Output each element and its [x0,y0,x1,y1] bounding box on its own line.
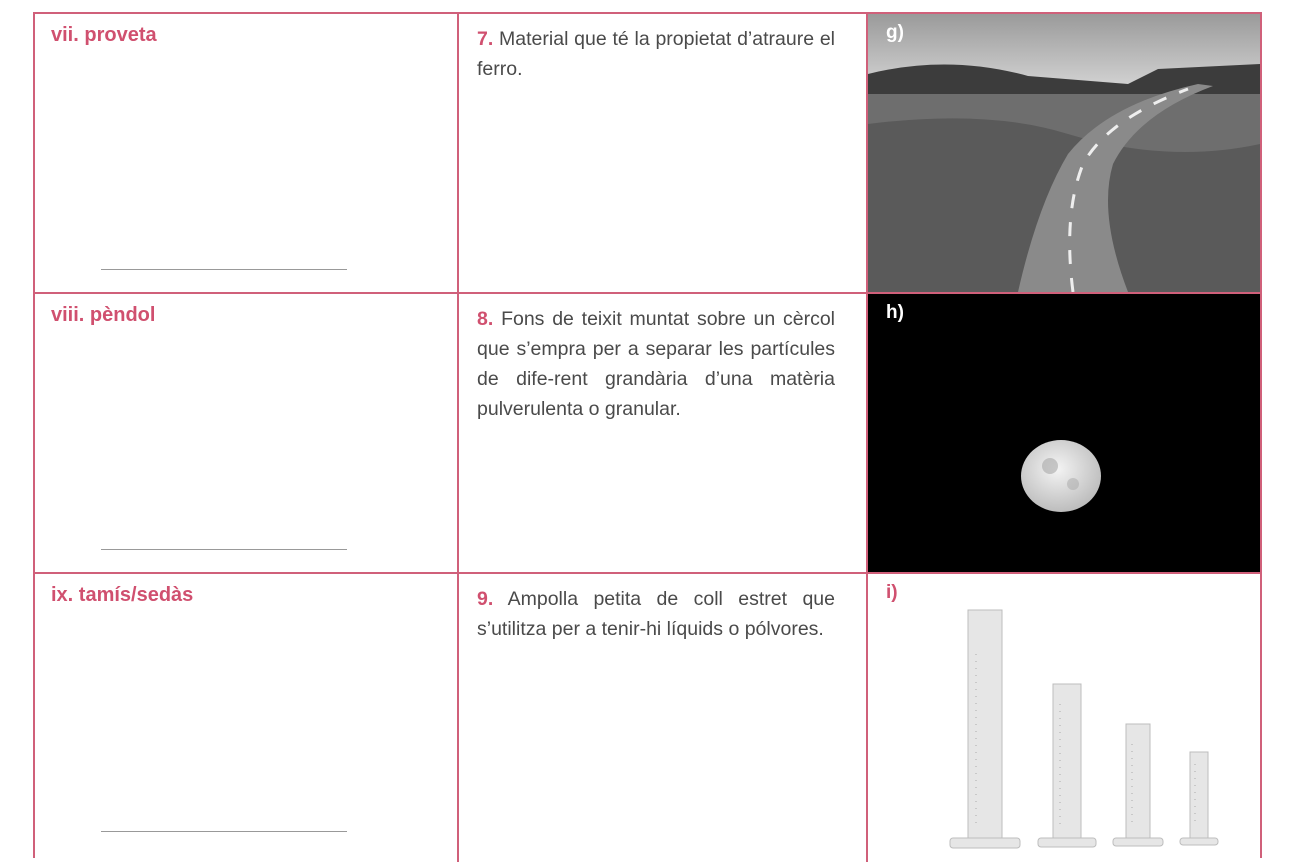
definition: Fons de teixit muntat sobre un cèrcol qu… [477,308,835,420]
cell: 8. Fons de teixit muntat sobre un cèrcol… [459,294,868,572]
row: viii. pèndol 8. Fons de teixit muntat so… [35,294,1260,574]
definition-block: 7. Material que té la propietat d’atraur… [477,24,835,84]
cell: 9. Ampolla petita de coll estret que s’u… [459,574,868,862]
number: 9. [477,588,494,610]
definition: Ampolla petita de coll estret que s’util… [477,588,835,640]
table: vii. proveta 7. Material que té la propi… [33,12,1262,862]
cell: ix. tamís/sedàs [35,574,459,862]
row: ix. tamís/sedàs 9. Ampolla petita de col… [35,574,1260,862]
definition: Material que té la propietat d’atraure e… [477,28,835,80]
cell: vii. proveta [35,14,459,292]
term: viii. pèndol [51,304,156,326]
image-label: g) [886,22,904,43]
definition-block: 9. Ampolla petita de coll estret que s’u… [477,584,835,644]
definition-block: 8. Fons de teixit muntat sobre un cèrcol… [477,304,835,424]
row: vii. proveta 7. Material que té la propi… [35,14,1260,294]
cell: i) [868,574,1260,862]
answer-line [101,549,347,550]
image-label: h) [886,302,904,323]
number: 7. [477,28,494,50]
term: ix. tamís/sedàs [51,584,194,606]
road-image [868,14,1260,292]
cell: viii. pèndol [35,294,459,572]
cylinders-image [949,609,1219,849]
number: 8. [477,308,494,330]
cell: 7. Material que té la propietat d’atraur… [459,14,868,292]
cell: g) [868,14,1260,292]
term: vii. proveta [51,24,157,46]
cell: h) [868,294,1260,572]
answer-line [101,269,347,270]
answer-line [101,831,347,832]
image-label: i) [886,582,898,603]
moon-image [868,294,1260,572]
